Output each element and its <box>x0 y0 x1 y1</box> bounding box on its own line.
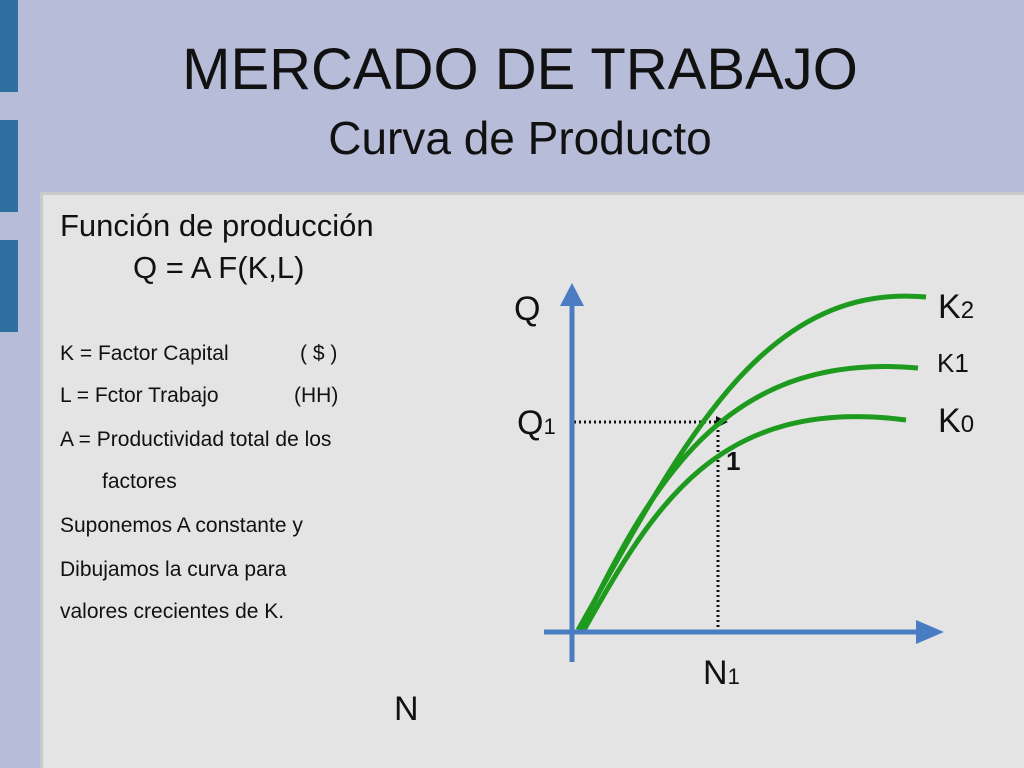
curve-k1 <box>577 364 919 632</box>
n1-label: N1 <box>703 654 740 692</box>
curve-k2 <box>575 293 927 632</box>
y-axis-arrowhead <box>560 283 584 306</box>
k-unit: ( $ ) <box>300 342 338 365</box>
curve-label-k1: K1 <box>937 348 969 378</box>
note-line3: valores crecientes de K. <box>60 600 285 623</box>
x-axis-label: N <box>394 690 419 728</box>
content-panel <box>40 192 1024 768</box>
accent-bar-1 <box>0 0 18 92</box>
slide-title: MERCADO DE TRABAJO <box>182 37 858 102</box>
accent-bar-2 <box>0 120 18 212</box>
slide-subtitle: Curva de Producto <box>328 112 712 164</box>
a-definition-line2: factores <box>102 470 177 493</box>
production-formula: Q = A F(K,L) <box>133 250 305 285</box>
function-heading: Función de producción <box>60 208 374 243</box>
k-definition: K = Factor Capital <box>60 342 229 365</box>
l-definition: L = Fctor Trabajo <box>60 384 219 407</box>
note-line2: Dibujamos la curva para <box>60 558 287 581</box>
note-line1: Suponemos A constante y <box>60 514 303 537</box>
l-unit: (HH) <box>294 384 339 407</box>
x-axis-arrowhead <box>916 620 944 644</box>
y-axis-label: Q <box>514 290 540 328</box>
curve-k0 <box>581 414 907 632</box>
curve-label-k0: K0 <box>938 402 974 440</box>
point-1-label: 1 <box>726 446 740 476</box>
accent-bar-3 <box>0 240 18 332</box>
q1-label: Q1 <box>517 404 556 442</box>
a-definition-line1: A = Productividad total de los <box>60 428 332 451</box>
curve-label-k2: K2 <box>938 288 974 326</box>
title-block: MERCADO DE TRABAJO Curva de Producto <box>0 0 1024 190</box>
